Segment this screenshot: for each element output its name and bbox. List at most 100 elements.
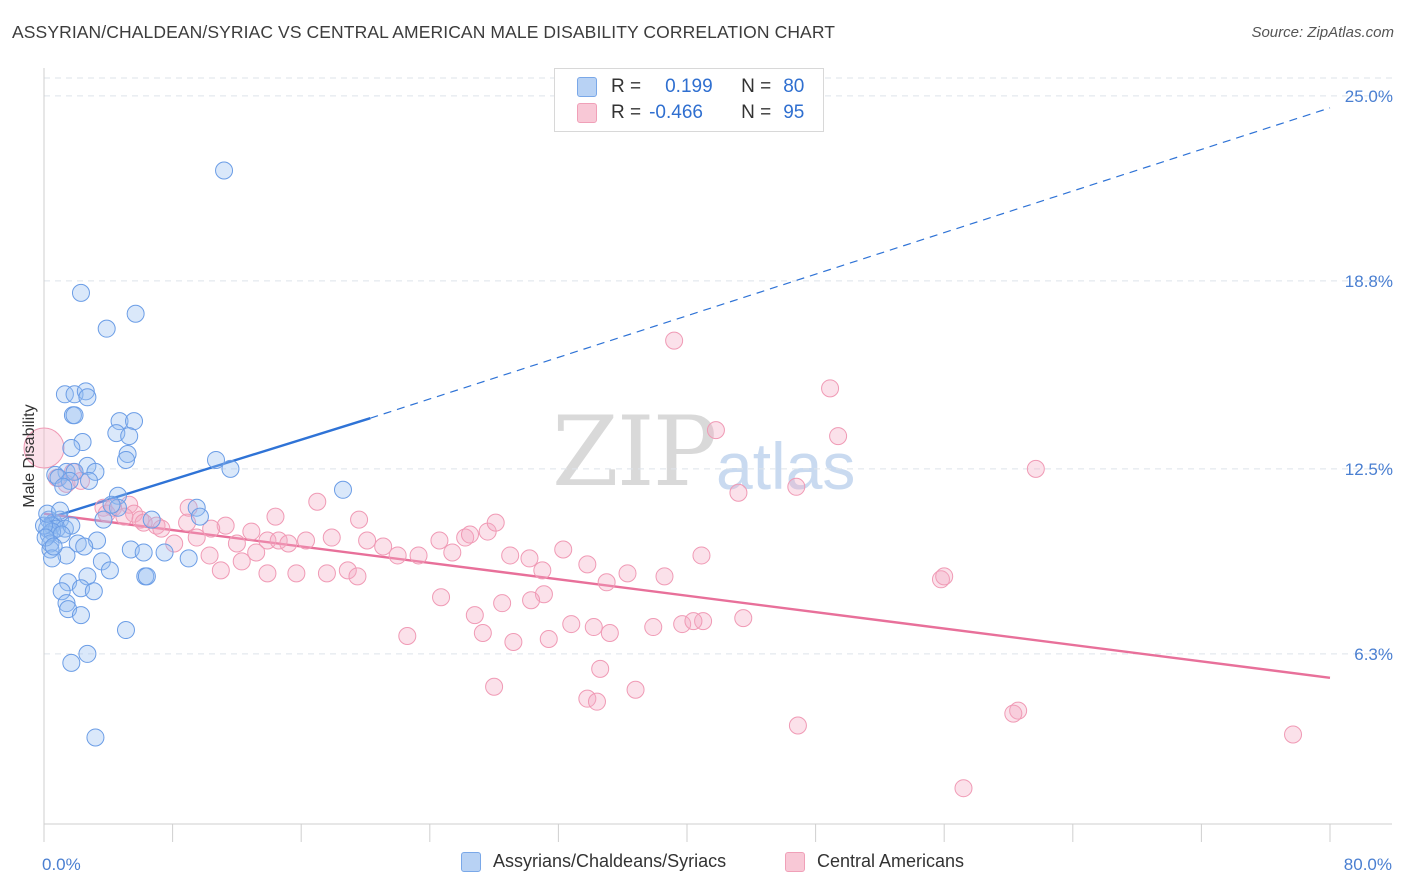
- chart-title: ASSYRIAN/CHALDEAN/SYRIAC VS CENTRAL AMER…: [12, 22, 836, 42]
- data-point-central-americans: [348, 567, 367, 586]
- data-point-assyrians: [84, 582, 103, 601]
- data-point-central-americans: [211, 561, 230, 580]
- data-point-central-americans: [673, 615, 692, 634]
- data-point-assyrians: [86, 728, 105, 747]
- data-point-assyrians: [116, 621, 135, 640]
- data-point-central-americans: [432, 588, 451, 607]
- data-point-assyrians: [71, 283, 90, 302]
- data-point-central-americans: [597, 573, 616, 592]
- data-point-assyrians: [110, 412, 129, 431]
- data-point-central-americans: [1284, 725, 1303, 744]
- data-point-central-americans: [522, 591, 541, 610]
- points-assyrians: [35, 161, 352, 747]
- data-point-central-americans: [115, 507, 134, 526]
- data-point-central-americans: [456, 528, 475, 547]
- bottom-legend-swatch-pink: [785, 851, 805, 872]
- data-point-assyrians: [134, 543, 153, 562]
- data-point-central-americans: [202, 519, 221, 538]
- data-point-central-americans: [279, 534, 298, 553]
- y-tick-label: 25.0%: [1345, 87, 1393, 106]
- data-point-central-americans: [409, 546, 428, 565]
- y-tick-label: 6.3%: [1354, 645, 1393, 664]
- data-point-central-americans: [1009, 701, 1028, 720]
- x-tick-label: 80.0%: [1344, 855, 1392, 874]
- data-point-central-americans: [821, 379, 840, 398]
- data-point-assyrians: [75, 537, 94, 556]
- data-point-assyrians: [65, 406, 84, 425]
- data-point-central-americans: [322, 528, 341, 547]
- data-point-assyrians: [51, 501, 70, 520]
- x-tick-labels: 0.0% 80.0%: [42, 855, 1392, 874]
- data-point-central-americans: [187, 528, 206, 547]
- axes: [43, 68, 1392, 842]
- data-point-central-americans: [1004, 704, 1023, 723]
- data-point-central-americans: [788, 716, 807, 735]
- data-point-central-americans: [242, 522, 261, 541]
- legend-n-value: 95: [783, 102, 805, 123]
- bottom-legend-label: Assyrians/Chaldeans/Syriacs: [493, 851, 727, 871]
- data-point-central-americans: [247, 543, 266, 562]
- legend-n-label: N =: [741, 76, 772, 97]
- legend-r-label: R =: [611, 102, 642, 123]
- trend-line-assyrians: [43, 107, 1331, 521]
- x-tick-label: 0.0%: [42, 855, 81, 874]
- data-point-central-americans: [504, 632, 523, 651]
- data-point-assyrians: [62, 516, 81, 535]
- data-point-assyrians: [52, 582, 71, 601]
- data-point-central-americans: [562, 615, 581, 634]
- data-point-central-americans: [578, 689, 597, 708]
- data-point-assyrians: [333, 480, 352, 499]
- data-point-central-americans: [954, 779, 973, 798]
- y-tick-label: 18.8%: [1345, 272, 1393, 291]
- data-point-assyrians: [78, 567, 97, 586]
- data-point-assyrians: [73, 433, 92, 452]
- data-point-assyrians: [65, 462, 84, 481]
- data-point-assyrians: [190, 507, 209, 526]
- source-credit: Source: ZipAtlas.com: [1251, 24, 1394, 41]
- bottom-legend-label: Central Americans: [817, 851, 965, 871]
- data-point-central-americans: [317, 564, 336, 583]
- data-point-central-americans: [297, 531, 316, 550]
- data-point-central-americans: [465, 606, 484, 625]
- data-point-central-americans: [694, 612, 713, 631]
- data-point-assyrians: [137, 567, 156, 586]
- data-point-assyrians: [120, 427, 139, 446]
- data-point-central-americans: [358, 531, 377, 550]
- data-point-central-americans: [232, 552, 251, 571]
- data-point-assyrians: [62, 653, 81, 672]
- data-point-central-americans: [501, 546, 520, 565]
- legend-n-value: 80: [783, 76, 805, 97]
- data-point-central-americans: [554, 540, 573, 559]
- data-point-central-americans: [338, 561, 357, 580]
- legend-n-label: N =: [741, 102, 772, 123]
- data-point-assyrians: [49, 468, 68, 487]
- data-point-central-americans: [626, 680, 645, 699]
- data-point-assyrians: [207, 450, 226, 469]
- data-point-central-americans: [258, 564, 277, 583]
- data-point-central-americans: [520, 549, 539, 568]
- data-point-central-americans: [931, 570, 950, 589]
- data-point-central-americans: [644, 618, 663, 637]
- data-point-central-americans: [787, 477, 806, 496]
- data-point-central-americans: [935, 567, 954, 586]
- data-point-assyrians: [179, 549, 198, 568]
- data-point-central-americans: [374, 537, 393, 556]
- bottom-legend-central-americans: Central Americans: [785, 851, 964, 872]
- trend-solid: [43, 417, 371, 521]
- correlation-legend: R = 0.199 N = 80 R = -0.466 N = 95: [554, 68, 824, 132]
- data-point-central-americans: [729, 483, 748, 502]
- bottom-legend-assyrians: Assyrians/Chaldeans/Syriacs: [461, 851, 726, 872]
- data-point-central-americans: [165, 534, 184, 553]
- legend-swatch-blue: [577, 77, 597, 97]
- data-point-central-americans: [97, 504, 116, 523]
- y-axis-label: Male Disability: [21, 404, 38, 507]
- y-tick-labels: 6.3% 12.5% 18.8% 25.0%: [1345, 87, 1393, 664]
- data-point-central-americans: [200, 546, 219, 565]
- data-point-central-americans: [388, 546, 407, 565]
- data-point-assyrians: [80, 471, 99, 490]
- watermark-zip: ZIP: [552, 396, 717, 508]
- legend-row-assyrians: R = 0.199 N = 80: [577, 74, 804, 100]
- data-point-central-americans: [665, 331, 684, 350]
- data-point-central-americans: [734, 609, 753, 628]
